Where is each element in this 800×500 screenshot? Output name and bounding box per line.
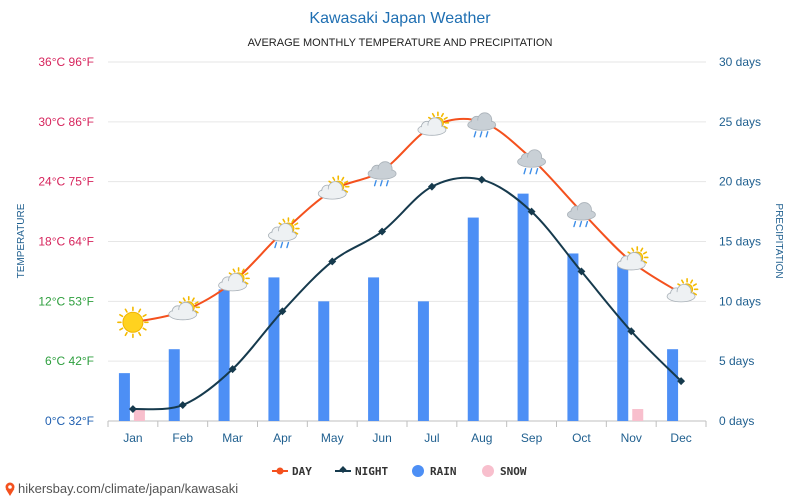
rain-bar bbox=[517, 193, 529, 421]
left-tick-label: 0°C 32°F bbox=[45, 414, 94, 428]
left-axis-title: TEMPERATURE bbox=[16, 203, 27, 278]
left-tick-label: 12°C 53°F bbox=[38, 294, 94, 308]
rain-bar bbox=[218, 289, 230, 421]
x-tick-label: Jan bbox=[123, 431, 142, 445]
night-point bbox=[178, 401, 187, 410]
right-tick-label: 0 days bbox=[719, 414, 754, 428]
partly-cloudy-icon bbox=[168, 296, 201, 321]
x-tick-label: Oct bbox=[572, 431, 591, 445]
legend-snow-label: SNOW bbox=[500, 465, 527, 478]
night-point bbox=[328, 257, 337, 266]
rain-cloud-icon bbox=[467, 112, 497, 138]
footer-link[interactable]: hikersbay.com/climate/japan/kawasaki bbox=[5, 481, 239, 496]
rain-bar bbox=[467, 217, 479, 421]
weather-icons bbox=[117, 111, 699, 339]
chart-subtitle: AVERAGE MONTHLY TEMPERATURE AND PRECIPIT… bbox=[248, 37, 553, 49]
rain-cloud-icon bbox=[567, 202, 596, 228]
left-axis-ticks: 0°C 32°F 6°C 42°F 12°C 53°F 18°C 64°F 24°C 7… bbox=[38, 55, 94, 428]
legend-item-snow[interactable]: SNOW bbox=[482, 465, 527, 478]
sun-rain-cloud-icon bbox=[268, 217, 300, 249]
x-tick-label: Dec bbox=[670, 431, 691, 445]
night-point bbox=[427, 182, 436, 191]
partly-cloudy-icon bbox=[666, 278, 699, 303]
left-tick-label: 6°C 42°F bbox=[45, 354, 94, 368]
rain-bar bbox=[268, 277, 280, 421]
snow-bar bbox=[133, 409, 145, 421]
footer-url: hikersbay.com/climate/japan/kawasaki bbox=[18, 481, 238, 496]
x-tick-label: Nov bbox=[621, 431, 642, 445]
x-axis: Jan Feb Mar Apr May Jun Jul Aug Sep Oct Nov Dec bbox=[107, 421, 707, 445]
partly-cloudy-icon bbox=[218, 267, 250, 292]
night-point bbox=[577, 267, 586, 276]
right-tick-label: 15 days bbox=[719, 235, 761, 249]
rain-bar bbox=[118, 373, 130, 421]
x-tick-label: Feb bbox=[172, 431, 193, 445]
night-point bbox=[278, 307, 287, 316]
left-tick-label: 24°C 75°F bbox=[38, 175, 94, 189]
night-temperature-line bbox=[132, 176, 682, 411]
night-point bbox=[128, 405, 137, 413]
legend-day-label: DAY bbox=[292, 465, 312, 478]
left-tick-label: 30°C 86°F bbox=[38, 115, 94, 129]
location-pin-icon bbox=[5, 482, 15, 496]
snow-bar bbox=[632, 409, 644, 421]
night-point bbox=[477, 175, 486, 184]
rain-cloud-icon bbox=[517, 149, 546, 175]
legend-day-marker bbox=[276, 467, 284, 475]
partly-cloudy-icon bbox=[616, 246, 649, 271]
legend-night-marker bbox=[339, 466, 347, 474]
precipitation-bars bbox=[118, 193, 679, 421]
legend-item-night[interactable]: NIGHT bbox=[335, 465, 388, 478]
right-axis-ticks: 0 days 5 days 10 days 15 days 20 days 25 days… bbox=[719, 55, 761, 428]
rain-bar bbox=[417, 301, 429, 421]
gridlines bbox=[108, 61, 706, 422]
rain-bar bbox=[667, 349, 679, 421]
left-tick-label: 18°C 64°F bbox=[38, 235, 94, 249]
legend-item-rain[interactable]: RAIN bbox=[412, 465, 457, 478]
legend-item-day[interactable]: DAY bbox=[272, 465, 312, 478]
right-tick-label: 25 days bbox=[719, 115, 761, 129]
legend-rain-label: RAIN bbox=[430, 465, 457, 478]
legend-snow-marker bbox=[482, 465, 494, 477]
x-tick-label: Jun bbox=[372, 431, 391, 445]
chart-title: Kawasaki Japan Weather bbox=[309, 10, 491, 27]
night-point bbox=[677, 377, 686, 386]
partly-cloudy-icon bbox=[417, 111, 450, 136]
temperature-lines bbox=[128, 117, 686, 413]
right-axis-title: PRECIPITATION bbox=[773, 203, 784, 278]
x-tick-label: Aug bbox=[471, 431, 492, 445]
rain-bar bbox=[368, 277, 380, 421]
legend-night-label: NIGHT bbox=[355, 465, 388, 478]
x-tick-label: Sep bbox=[521, 431, 543, 445]
sun-icon bbox=[117, 306, 149, 339]
rain-bar bbox=[318, 301, 330, 421]
right-tick-label: 30 days bbox=[719, 55, 761, 69]
legend-rain-marker bbox=[412, 465, 424, 477]
right-tick-label: 5 days bbox=[719, 354, 754, 368]
rain-bar bbox=[617, 265, 629, 421]
x-tick-label: Apr bbox=[273, 431, 292, 445]
left-tick-label: 36°C 96°F bbox=[38, 55, 94, 69]
right-tick-label: 20 days bbox=[719, 175, 761, 189]
rain-bar bbox=[168, 349, 180, 421]
rain-bar bbox=[567, 253, 579, 421]
partly-cloudy-icon bbox=[317, 175, 350, 200]
x-tick-label: Jul bbox=[424, 431, 439, 445]
legend: DAY NIGHT RAIN SNOW bbox=[272, 465, 527, 478]
x-tick-label: May bbox=[321, 431, 344, 445]
rain-cloud-icon bbox=[367, 161, 397, 187]
right-tick-label: 10 days bbox=[719, 294, 761, 308]
x-tick-label: Mar bbox=[222, 431, 243, 445]
